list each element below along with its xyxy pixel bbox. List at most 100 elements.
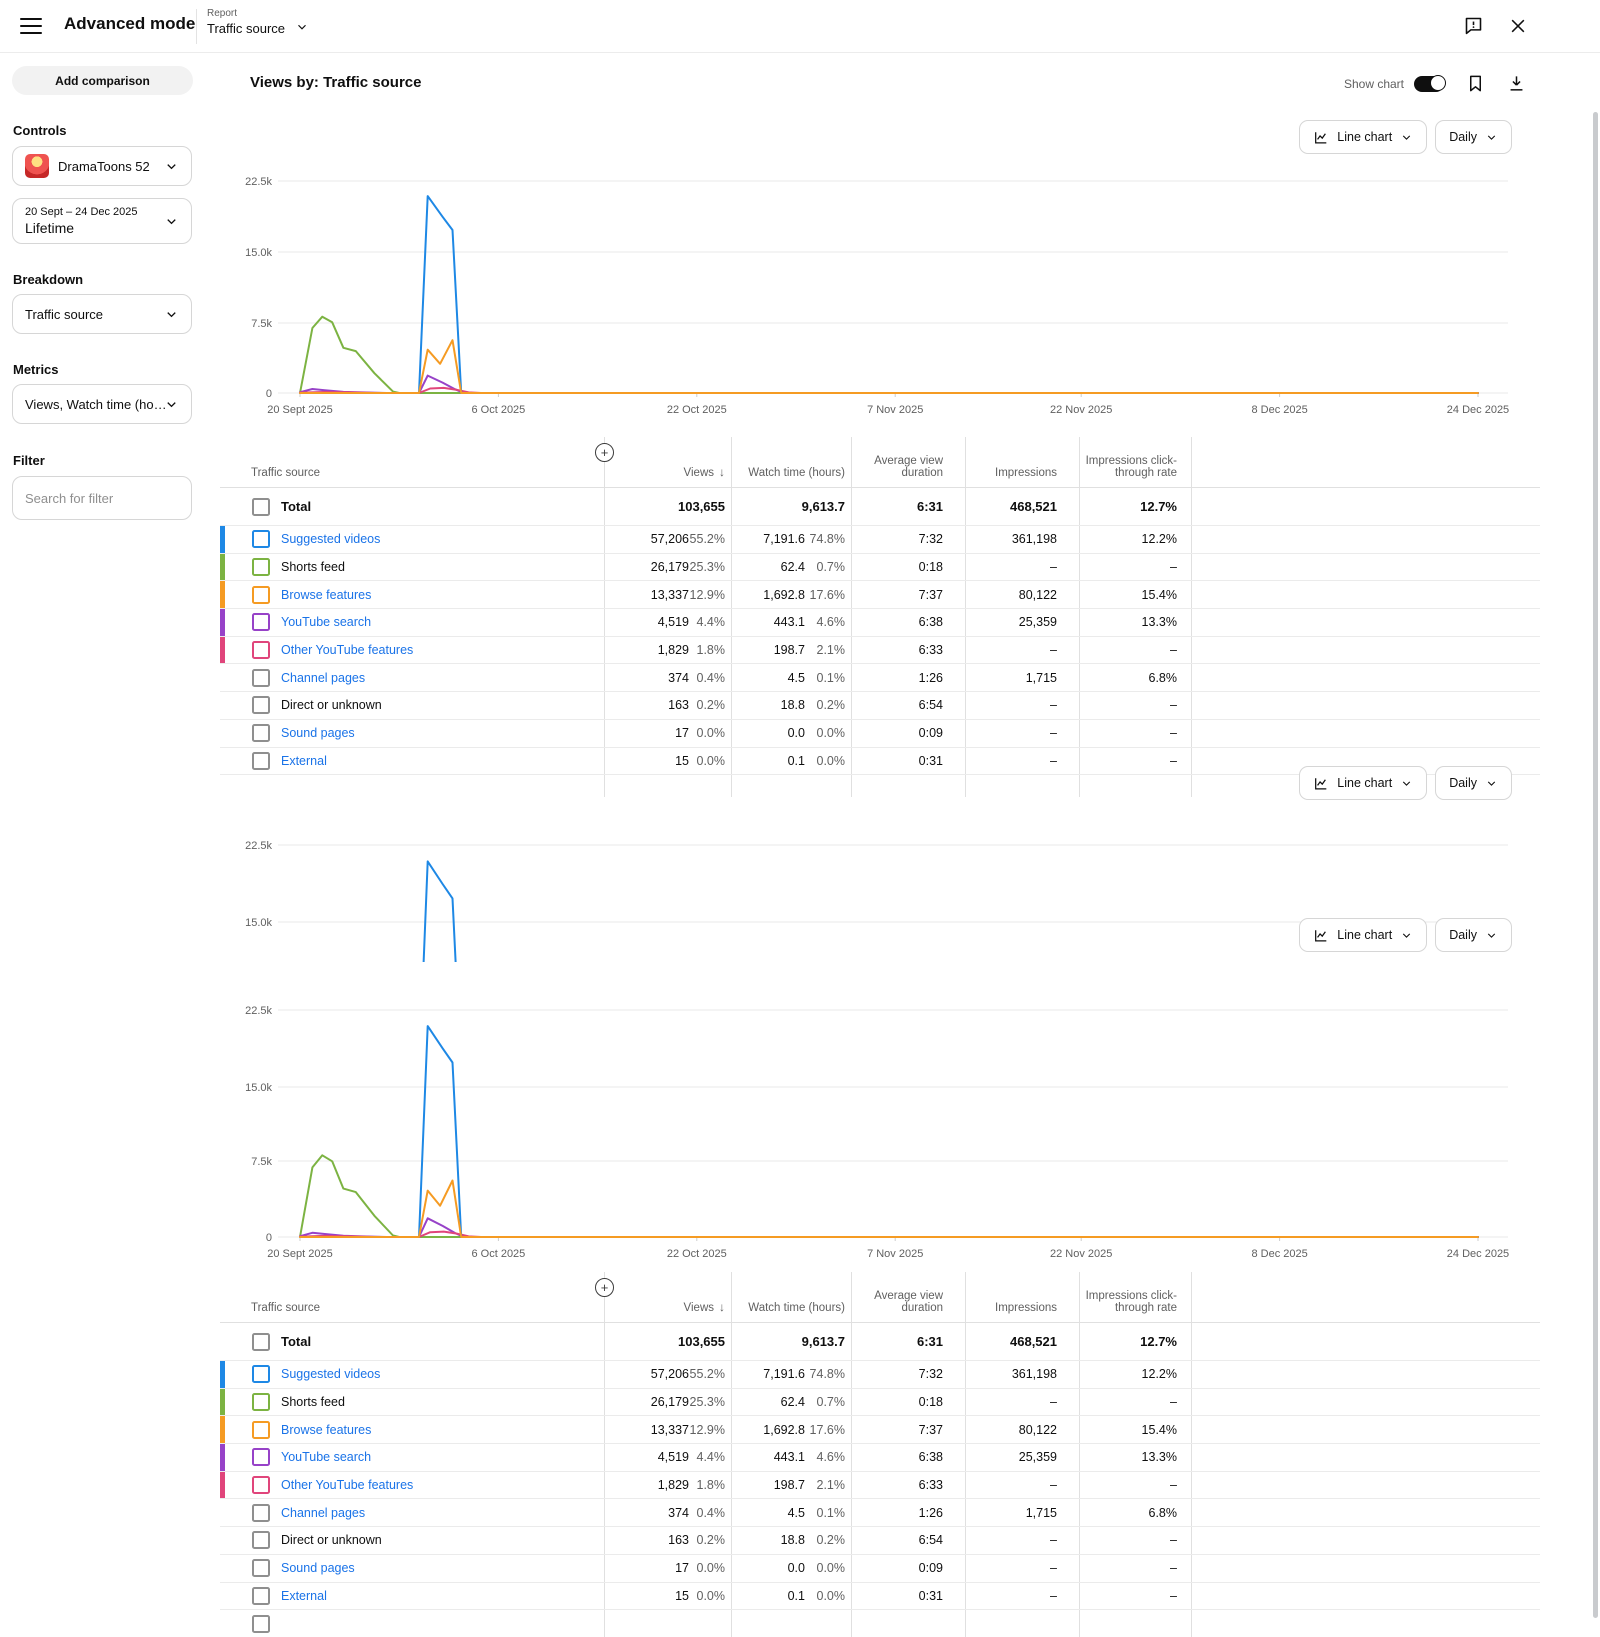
column-header-traffic-source[interactable]: Traffic source (251, 1302, 321, 1314)
column-header-impressions-ctr[interactable]: Impressions click-through rate (1079, 1272, 1191, 1322)
column-header-impressions[interactable]: Impressions (965, 1272, 1079, 1322)
row-checkbox[interactable] (252, 668, 270, 687)
row-checkbox[interactable] (252, 1365, 270, 1384)
series-color-bar (220, 526, 225, 553)
table-row[interactable]: Direct or unknown 163 0.2% 18.8 0.2% 6:54– – (220, 1527, 1540, 1555)
column-header-impressions[interactable]: Impressions (965, 437, 1079, 487)
interval-select[interactable]: Daily (1435, 120, 1512, 154)
column-header-watch-time[interactable]: Watch time (hours) (731, 1272, 851, 1322)
row-checkbox[interactable] (252, 1420, 270, 1439)
table-row[interactable]: Channel pages 374 0.4% 4.5 0.1% 1:26 1,715 6.8% (220, 664, 1540, 693)
table-row[interactable]: Shorts feed 26,179 25.3% 62.4 0.7% 0:18– – (220, 1388, 1540, 1417)
column-header-traffic-source[interactable]: Traffic source (251, 467, 321, 479)
views-cell: 26,179 25.3% (604, 553, 731, 581)
avg-view-duration-cell: 0:18 (851, 1388, 965, 1416)
row-label[interactable]: Other YouTube features (281, 643, 414, 658)
svg-text:8 Dec 2025: 8 Dec 2025 (1251, 404, 1307, 416)
add-comparison-button[interactable]: Add comparison (12, 66, 193, 95)
table-row[interactable]: Shorts feed 26,179 25.3% 62.4 0.7% 0:18– – (220, 553, 1540, 582)
row-checkbox[interactable] (252, 1448, 270, 1467)
row-checkbox[interactable] (252, 1614, 270, 1633)
column-header-impressions-ctr[interactable]: Impressions click-through rate (1079, 437, 1191, 487)
row-checkbox[interactable] (252, 530, 270, 549)
add-metric-button[interactable]: + (595, 1278, 614, 1297)
row-checkbox[interactable] (252, 1586, 270, 1605)
date-range-select[interactable]: 20 Sept – 24 Dec 2025 Lifetime (12, 198, 192, 244)
row-checkbox[interactable] (252, 497, 270, 516)
table-row[interactable]: External 15 0.0% 0.1 0.0% 0:31– – (220, 747, 1540, 776)
table-total-row[interactable]: Total 103,655 9,613.7 6:31 468,521 12.7% (220, 1323, 1540, 1361)
report-label: Report (207, 8, 238, 19)
row-label[interactable]: Other YouTube features (281, 1478, 414, 1493)
column-header-views[interactable]: Views ↓ (604, 1272, 731, 1322)
table-row[interactable]: Sound pages 17 0.0% 0.0 0.0% 0:09– – (220, 719, 1540, 748)
row-checkbox[interactable] (252, 1503, 270, 1522)
chart-type-select[interactable]: Line chart (1299, 766, 1428, 800)
table-row[interactable]: YouTube search 4,519 4.4% 443.1 4.6% 6:38 25,3… (220, 609, 1540, 637)
report-selector[interactable]: Report Traffic source (207, 8, 306, 36)
column-header-avg-view-duration[interactable]: Average view duration (851, 1272, 965, 1322)
row-checkbox[interactable] (252, 641, 270, 660)
row-checkbox[interactable] (252, 1393, 270, 1412)
add-metric-button[interactable]: + (595, 443, 614, 462)
row-label[interactable]: Channel pages (281, 670, 366, 685)
row-checkbox[interactable] (252, 751, 270, 770)
row-label[interactable]: Suggested videos (281, 532, 381, 547)
table-row[interactable]: Other YouTube features 1,829 1.8% 198.7 2.1%… (220, 636, 1540, 665)
close-icon[interactable] (1508, 16, 1528, 36)
row-label[interactable]: Sound pages (281, 726, 355, 741)
row-label[interactable]: Suggested videos (281, 1367, 381, 1382)
traffic-source-line-chart[interactable]: 22.5k 15.0k 7.5k 0 20 Sept 2025 6 Oct 2025 22 … (220, 170, 1540, 420)
row-label[interactable]: Browse features (281, 1422, 372, 1437)
table-row[interactable]: Suggested videos 57,206 55.2% 7,191.6 74.8% 7… (220, 526, 1540, 554)
traffic-source-line-chart[interactable]: 22.5k 15.0k 7.5k 0 20 Sept 2025 6 Oct 2025 22 … (220, 975, 1540, 1267)
row-label[interactable]: Sound pages (281, 1561, 355, 1576)
interval-select[interactable]: Daily (1435, 918, 1512, 952)
row-checkbox[interactable] (252, 585, 270, 604)
views-cell: 15 0.0% (604, 1582, 731, 1610)
show-chart-toggle[interactable] (1414, 74, 1446, 92)
chart-type-select[interactable]: Line chart (1299, 918, 1428, 952)
table-row[interactable]: External 15 0.0% 0.1 0.0% 0:31– – (220, 1582, 1540, 1611)
table-row[interactable]: Other YouTube features 1,829 1.8% 198.7 2.1%… (220, 1471, 1540, 1500)
table-row[interactable]: Channel pages 374 0.4% 4.5 0.1% 1:26 1,715 6.8% (220, 1499, 1540, 1528)
breakdown-select[interactable]: Traffic source (12, 294, 192, 334)
row-checkbox[interactable] (252, 558, 270, 577)
table-row[interactable]: Sound pages 17 0.0% 0.0 0.0% 0:09– – (220, 1554, 1540, 1583)
chart-type-select[interactable]: Line chart (1299, 120, 1428, 154)
row-label[interactable]: External (281, 753, 327, 768)
row-label[interactable]: External (281, 1588, 327, 1603)
row-checkbox[interactable] (252, 696, 270, 715)
interval-select[interactable]: Daily (1435, 766, 1512, 800)
column-header-avg-view-duration[interactable]: Average view duration (851, 437, 965, 487)
row-checkbox[interactable] (252, 724, 270, 743)
filter-search-input[interactable] (12, 476, 192, 520)
channel-select[interactable]: DramaToons 52 (12, 146, 192, 186)
table-row[interactable]: Suggested videos 57,206 55.2% 7,191.6 74.8% 7… (220, 1361, 1540, 1389)
row-label[interactable]: YouTube search (281, 1450, 372, 1465)
vertical-scrollbar[interactable] (1593, 112, 1598, 1618)
metrics-select[interactable]: Views, Watch time (ho… (12, 384, 192, 424)
menu-icon[interactable] (20, 18, 42, 34)
impressions-cell: 80,122 (965, 581, 1079, 609)
table-row[interactable]: Browse features 13,337 12.9% 1,692.8 17.6% 7:… (220, 581, 1540, 610)
table-row[interactable]: Direct or unknown 163 0.2% 18.8 0.2% 6:54– – (220, 692, 1540, 720)
row-label[interactable]: YouTube search (281, 615, 372, 630)
row-label[interactable]: Channel pages (281, 1505, 366, 1520)
row-checkbox[interactable] (252, 1332, 270, 1351)
row-checkbox[interactable] (252, 613, 270, 632)
row-checkbox[interactable] (252, 1531, 270, 1550)
column-header-views[interactable]: Views ↓ (604, 437, 731, 487)
feedback-icon[interactable] (1463, 15, 1484, 36)
download-icon[interactable] (1507, 74, 1526, 93)
bookmark-icon[interactable] (1466, 74, 1485, 93)
chevron-down-icon (1400, 777, 1413, 790)
watch-time-cell: 7,191.6 74.8% (731, 1361, 851, 1388)
table-row[interactable]: YouTube search 4,519 4.4% 443.1 4.6% 6:38 25,3… (220, 1444, 1540, 1472)
column-header-watch-time[interactable]: Watch time (hours) (731, 437, 851, 487)
table-row[interactable]: Browse features 13,337 12.9% 1,692.8 17.6% 7:… (220, 1416, 1540, 1445)
row-label[interactable]: Browse features (281, 587, 372, 602)
row-checkbox[interactable] (252, 1476, 270, 1495)
row-checkbox[interactable] (252, 1559, 270, 1578)
table-total-row[interactable]: Total 103,655 9,613.7 6:31 468,521 12.7% (220, 488, 1540, 526)
